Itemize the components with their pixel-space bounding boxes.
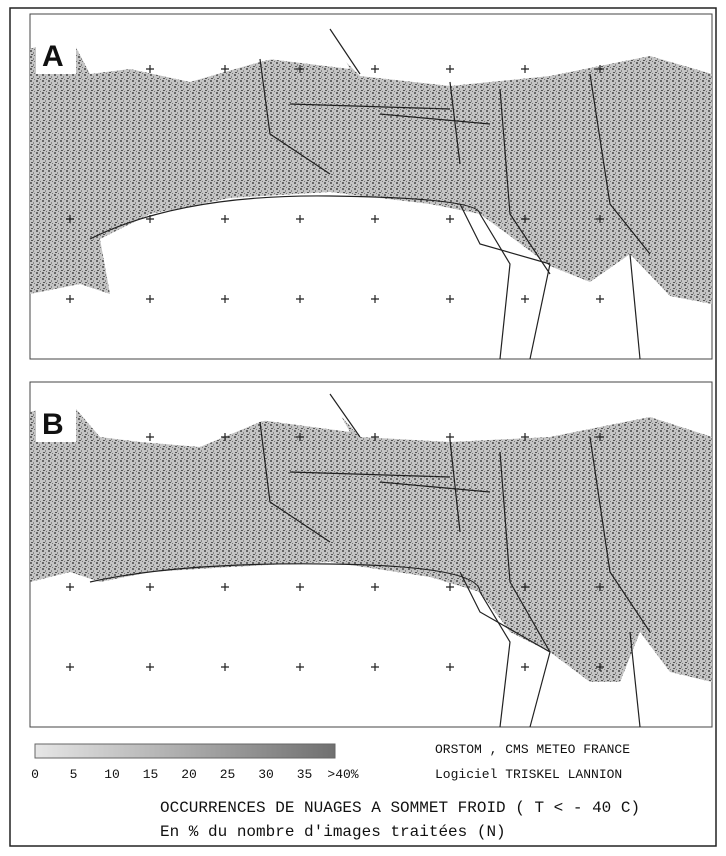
subtitle: En % du nombre d'images traitées (N): [160, 823, 506, 841]
scale-label: 15: [143, 767, 159, 782]
scale-label: 10: [104, 767, 120, 782]
scale-label: 25: [220, 767, 236, 782]
scale-label: 35: [297, 767, 313, 782]
credit: ORSTOM , CMS METEO FRANCE: [435, 742, 630, 757]
map-panel-a: A: [30, 14, 712, 359]
credit: Logiciel TRISKEL LANNION: [435, 767, 622, 782]
scale-label: 20: [181, 767, 197, 782]
color-scale: [35, 744, 335, 758]
scale-label: 30: [258, 767, 274, 782]
scale-label: >40%: [327, 767, 358, 782]
scale-label: 0: [31, 767, 39, 782]
panel-label: B: [42, 408, 64, 441]
scale-label: 5: [70, 767, 78, 782]
figure: A B 0 5 10 15 20 25 30 35 >40% ORSTOM , CMS METE…: [0, 0, 726, 851]
panel-label: A: [42, 40, 64, 73]
map-panel-b: B: [30, 382, 712, 727]
title: OCCURRENCES DE NUAGES A SOMMET FROID ( T…: [160, 799, 640, 817]
